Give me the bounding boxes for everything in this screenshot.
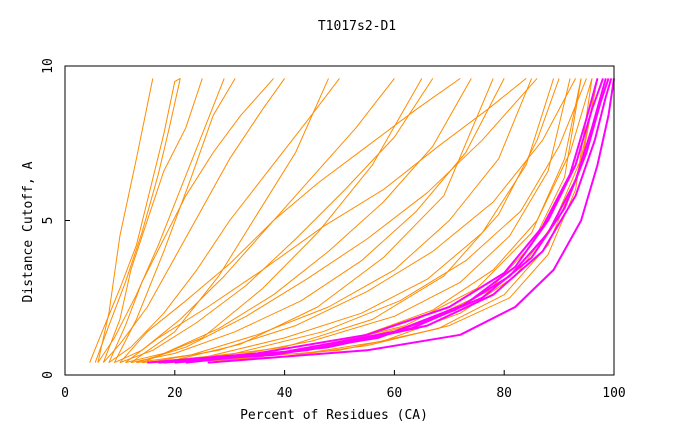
- magenta-series-line-5: [207, 78, 615, 364]
- orange-series-line-25: [108, 78, 274, 363]
- y-axis-label: Distance Cutoff, A: [21, 161, 36, 302]
- magenta-series-line-1: [147, 78, 599, 364]
- orange-series-line-19: [163, 78, 494, 364]
- y-tick-label: 10: [41, 58, 56, 74]
- orange-series-line-23: [119, 77, 461, 363]
- x-tick-label: 100: [602, 386, 625, 401]
- orange-series-line-3: [97, 78, 225, 363]
- orange-series-line-28: [147, 78, 577, 364]
- x-tick-label: 0: [61, 386, 69, 401]
- x-axis-ticks: 0 20 40 60 80 100: [61, 370, 626, 401]
- orange-series-line-4: [103, 78, 286, 363]
- orange-series-line-24: [125, 78, 527, 363]
- orange-series-line-15: [97, 78, 154, 363]
- orange-series-line-17: [130, 78, 329, 364]
- orange-series-line-8: [125, 78, 472, 364]
- orange-series-line-5: [108, 78, 340, 364]
- orange-series-line-26: [102, 78, 203, 363]
- orange-series-line-11: [141, 78, 555, 364]
- orange-series-line-13: [152, 78, 582, 364]
- orange-series-line-10: [136, 78, 533, 364]
- y-tick-label: 0: [41, 371, 56, 379]
- orange-series-line-30: [163, 78, 593, 364]
- orange-series-line-16: [113, 78, 236, 363]
- orange-series-line-27: [136, 78, 538, 364]
- chart-title: T1017s2-D1: [318, 19, 396, 34]
- x-tick-label: 40: [277, 386, 293, 401]
- orange-series-line-29: [152, 78, 587, 364]
- orange-series-line-7: [119, 78, 434, 364]
- orange-series-line-31: [169, 78, 598, 364]
- orange-series-line-14: [158, 78, 593, 364]
- orange-series-line-1: [89, 77, 181, 363]
- x-axis-label: Percent of Residues (CA): [240, 408, 428, 423]
- orange-series-line-21: [185, 78, 582, 362]
- magenta-series-line-2: [163, 78, 604, 364]
- orange-series-line-18: [141, 78, 423, 364]
- x-tick-label: 60: [387, 386, 403, 401]
- y-axis-ticks: 0 5 10: [41, 58, 70, 379]
- orange-series-line-20: [174, 78, 560, 362]
- x-tick-label: 20: [167, 386, 183, 401]
- magenta-series-line-6: [158, 78, 607, 364]
- series-layer: [89, 77, 615, 364]
- orange-series-line-2: [94, 78, 181, 363]
- x-tick-label: 80: [496, 386, 512, 401]
- y-tick-label: 5: [41, 217, 56, 225]
